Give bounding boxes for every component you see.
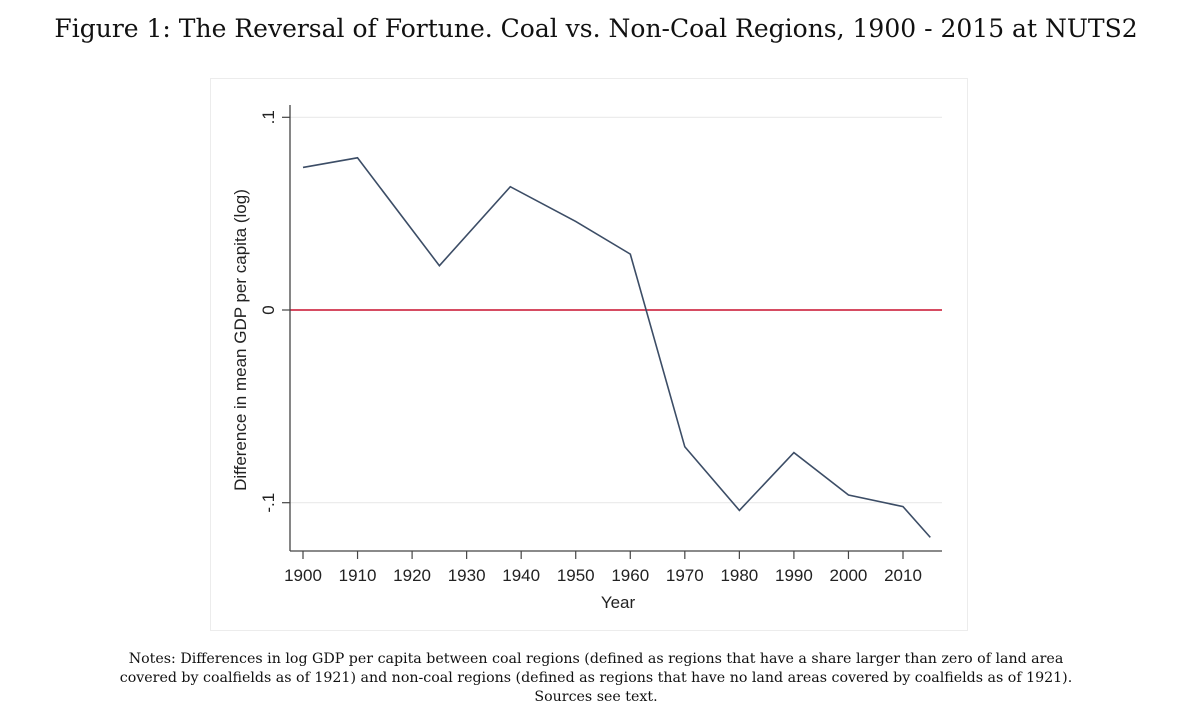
y-tick-label: -.1 — [259, 493, 278, 513]
y-tick-label: .1 — [259, 110, 278, 124]
series-layer — [302, 156, 931, 538]
x-tick-label: 1920 — [393, 566, 431, 585]
x-tick-label: 1910 — [339, 566, 377, 585]
x-tick-label: 2010 — [884, 566, 922, 585]
y-tick-label: 0 — [259, 305, 278, 314]
x-tick-label: 1930 — [448, 566, 486, 585]
notes-line: Sources see text. — [534, 689, 658, 705]
x-tick-label: 1990 — [775, 566, 813, 585]
x-tick-label: 1970 — [666, 566, 704, 585]
axes — [282, 105, 942, 559]
x-tick-label: 1980 — [720, 566, 758, 585]
notes-line: covered by coalfields as of 1921) and no… — [119, 670, 1073, 686]
x-tick-label: 1940 — [502, 566, 540, 585]
notes-line: Notes: Differences in log GDP per capita… — [128, 651, 1064, 667]
x-tick-label: 1960 — [611, 566, 649, 585]
tick-labels: -.1 0 .1 1900 1910 1920 1930 1940 1950 1960 1970 19… — [259, 110, 922, 585]
y-axis-title: Difference in mean GDP per capita (log) — [231, 189, 250, 491]
plot-frame — [210, 78, 968, 631]
x-tick-label: 2000 — [830, 566, 868, 585]
figure-notes: Notes: Differences in log GDP per capita… — [0, 650, 1192, 707]
x-tick-label: 1900 — [284, 566, 322, 585]
x-tick-label: 1950 — [557, 566, 595, 585]
series-line — [302, 156, 931, 538]
x-axis-title: Year — [601, 593, 636, 612]
gridlines — [290, 116, 942, 504]
figure-title: Figure 1: The Reversal of Fortune. Coal … — [54, 14, 1138, 43]
